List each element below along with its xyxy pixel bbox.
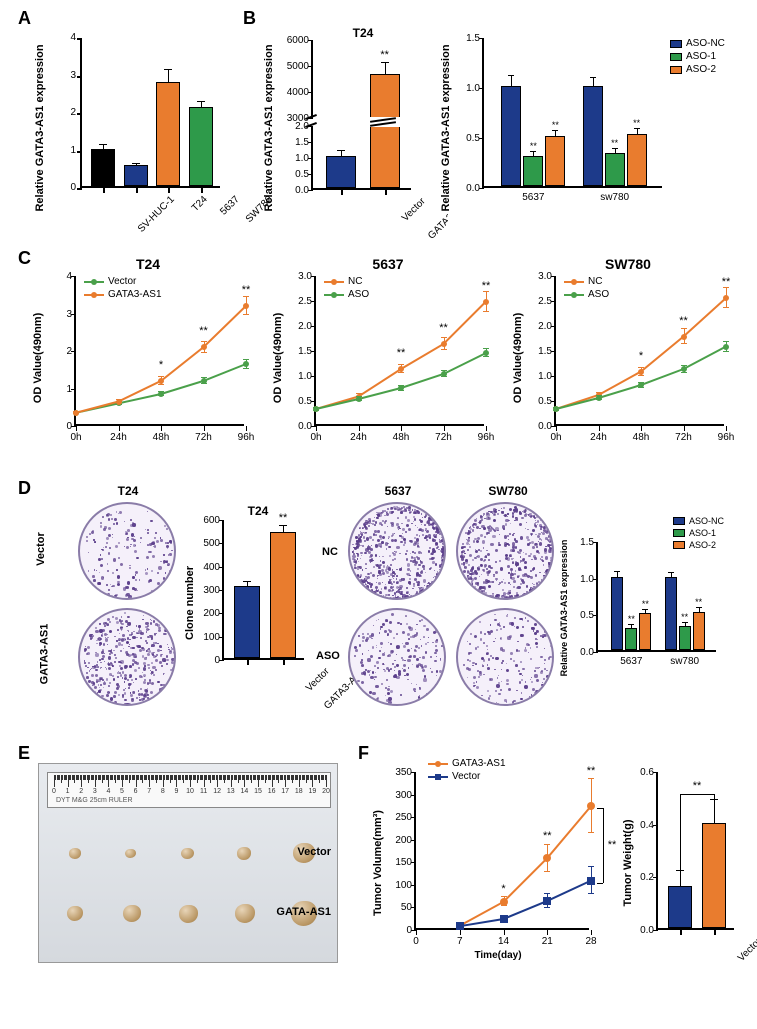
dish-label-nc: NC [322, 546, 338, 558]
panel-b-left-ylabel: Relative GATA3-AS1 expression [263, 44, 275, 211]
panel-a-chart: Relative GATA3-AS1 expression 01234SV-HU… [48, 28, 228, 228]
panel-d-right-title-2: SW780 [473, 484, 543, 498]
panel-c-chart: 5637OD Value(490nm)0.00.51.01.52.02.53.0… [278, 258, 503, 458]
panel-c: T24OD Value(490nm)012340h24h48h72h96h***… [38, 258, 748, 468]
panel-b-left-chart: T24 Relative GATA3-AS1 expression 300040… [273, 28, 423, 228]
dish-label-aso: ASO [316, 650, 340, 662]
panel-d-rightbar-ylabel: Relative GATA3-AS1 expression [559, 540, 569, 677]
dish-label-gata3as1: GATA3-AS1 [38, 624, 50, 685]
figure: A Relative GATA3-AS1 expression 01234SV-… [8, 8, 749, 1018]
panel-d-right-title-1: 5637 [368, 484, 428, 498]
panel-f-line: Tumor Volume(mm³) 0501001502002503003500… [378, 758, 618, 968]
panel-b-label: B [243, 8, 256, 29]
panel-d-right-bar: Relative GATA3-AS1 expression 0.00.51.01… [568, 518, 748, 698]
panel-f-bar-ylabel: Tumor Weight(g) [622, 820, 634, 907]
panel-b-right-chart: Relative GATA3-AS1 expression 0.00.51.01… [448, 28, 738, 228]
panel-b-left-title: T24 [323, 26, 403, 40]
bar [124, 165, 148, 186]
panel-b-right-ylabel: Relative GATA3-AS1 expression [440, 44, 452, 211]
dish-t24-vector [78, 502, 176, 600]
panel-f-bar: Tumor Weight(g) 0.00.20.40.6VectorGATA-A… [626, 758, 746, 968]
panel-c-chart: T24OD Value(490nm)012340h24h48h72h96h***… [38, 258, 263, 458]
panel-d: T24 Vector GATA3-AS1 T24 Clone number 01… [28, 488, 748, 718]
panel-d-right-legend: ASO-NCASO-1ASO-2 [673, 516, 724, 552]
panel-a-label: A [18, 8, 31, 29]
panel-d-leftbar-ylabel: Clone number [184, 566, 196, 640]
panel-f-label: F [358, 743, 369, 764]
dish-label-vector: Vector [35, 532, 47, 566]
dish-sw780-aso [456, 608, 554, 706]
panel-f-legend: GATA3-AS1Vector [428, 758, 506, 784]
dish-t24-gata3as1 [78, 608, 176, 706]
dish-sw780-nc [456, 502, 554, 600]
panel-d-left-bar: T24 Clone number 0100200300400500600Vect… [188, 498, 318, 708]
panel-f-line-ylabel: Tumor Volume(mm³) [372, 810, 384, 916]
panel-e-label: E [18, 743, 30, 764]
bar [91, 149, 115, 187]
dish-5637-nc [348, 502, 446, 600]
panel-f-xlabel: Time(day) [458, 950, 538, 961]
panel-e-photo: 01234567891011121314151617181920DYT M&G … [38, 763, 338, 963]
panel-b-right-legend: ASO-NCASO-1ASO-2 [670, 38, 725, 77]
bar [189, 107, 213, 187]
panel-d-left-title: T24 [98, 484, 158, 498]
panel-c-label: C [18, 248, 31, 269]
panel-a-ylabel: Relative GATA3-AS1 expression [34, 44, 46, 211]
dish-5637-aso [348, 608, 446, 706]
bar [156, 82, 180, 186]
panel-c-chart: SW780OD Value(490nm)0.00.51.01.52.02.53.… [518, 258, 743, 458]
